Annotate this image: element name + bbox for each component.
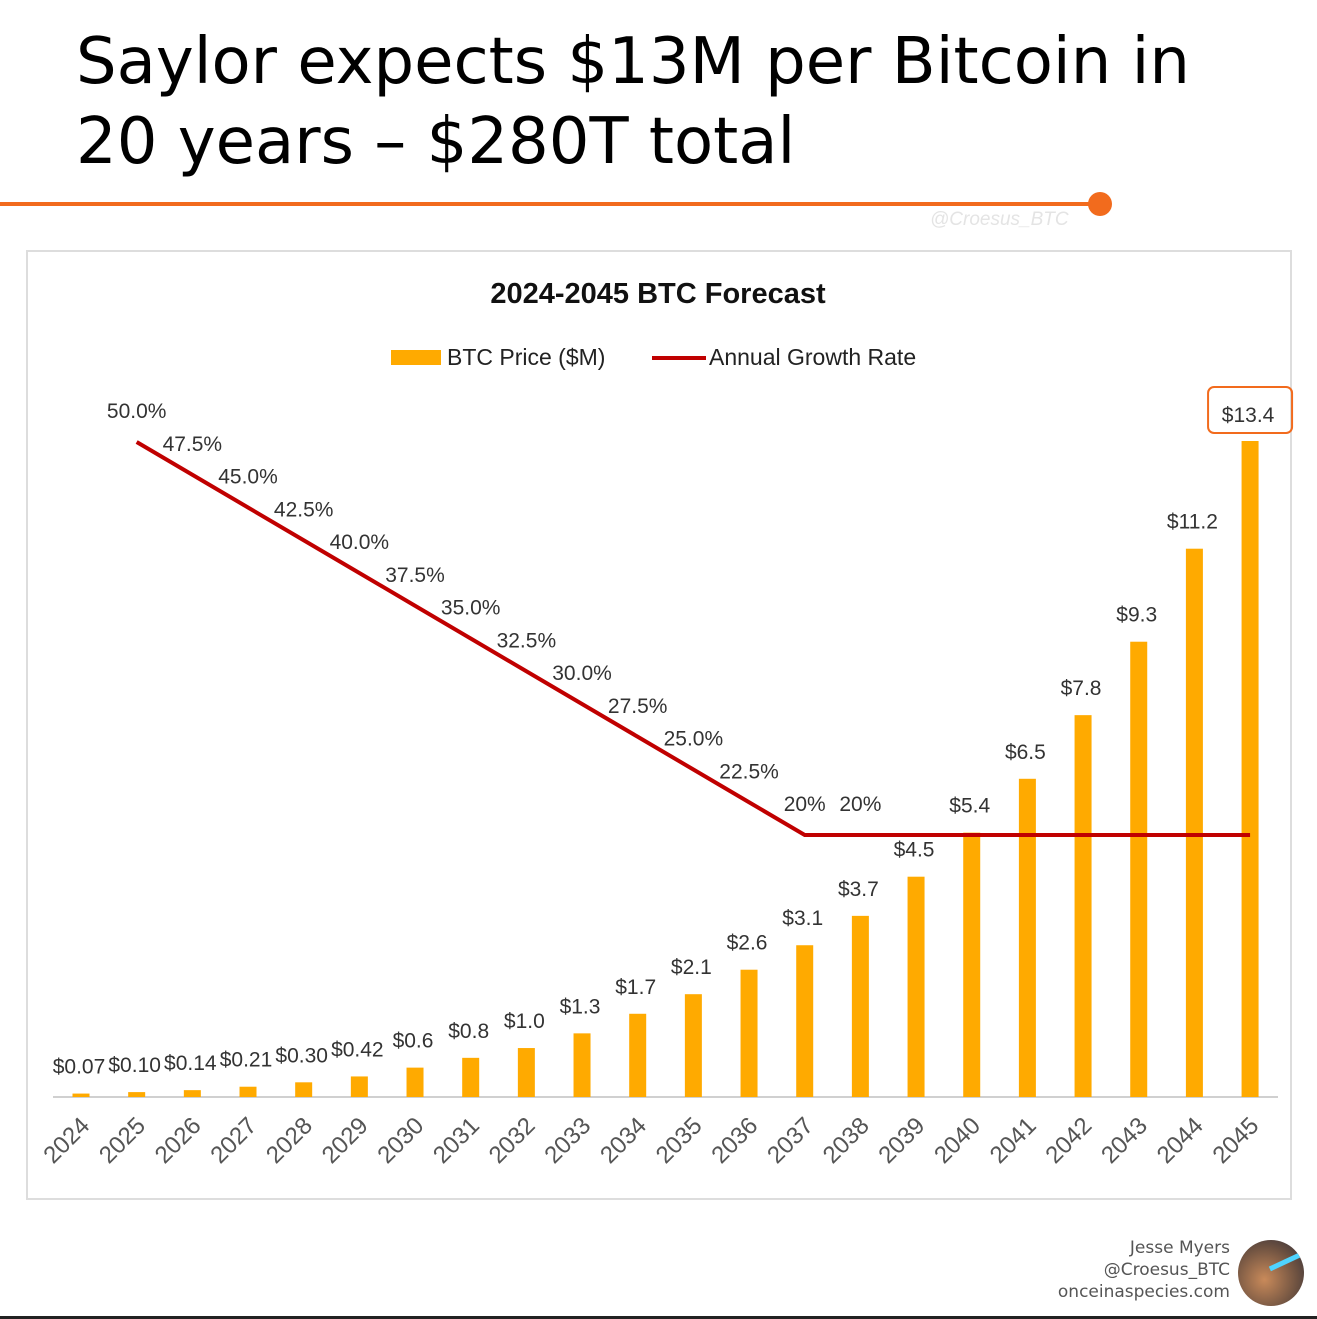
bar-2039 — [907, 876, 925, 1097]
x-tick-2033: 2033 — [539, 1112, 596, 1169]
bar-2045 — [1241, 441, 1259, 1097]
bar-2041 — [1018, 778, 1036, 1097]
x-tick-2043: 2043 — [1096, 1112, 1153, 1169]
legend-line-label: Annual Growth Rate — [709, 344, 916, 370]
bar-2038 — [851, 915, 869, 1097]
bar-2032 — [517, 1048, 535, 1097]
bar-2036 — [740, 969, 758, 1097]
bar-label-2029: $0.42 — [331, 1038, 384, 1061]
x-tick-2027: 2027 — [205, 1112, 262, 1169]
bar-label-2028: $0.30 — [275, 1044, 328, 1067]
bar-label-2035: $2.1 — [671, 956, 712, 979]
x-tick-2035: 2035 — [651, 1112, 708, 1169]
bar-2027 — [239, 1086, 257, 1097]
x-tick-2037: 2037 — [762, 1112, 819, 1169]
growth-label-2034: 27.5% — [608, 695, 668, 718]
growth-label-2030: 37.5% — [385, 564, 445, 587]
headline: Saylor expects $13M per Bitcoin in 20 ye… — [76, 25, 1190, 179]
bar-label-2032: $1.0 — [504, 1010, 545, 1033]
x-tick-2040: 2040 — [929, 1112, 986, 1169]
growth-label-2028: 42.5% — [274, 498, 334, 521]
bar-2037 — [796, 945, 814, 1097]
x-tick-2034: 2034 — [595, 1112, 652, 1169]
bar-2044 — [1185, 548, 1203, 1097]
accent-rule — [0, 202, 1100, 206]
bar-label-2044: $11.2 — [1167, 511, 1218, 534]
x-tick-2029: 2029 — [317, 1112, 374, 1169]
bar-label-2030: $0.6 — [393, 1030, 434, 1053]
x-tick-2044: 2044 — [1152, 1112, 1209, 1169]
bar-label-2043: $9.3 — [1116, 604, 1157, 627]
credit-site: onceinaspecies.com — [1057, 1282, 1230, 1302]
growth-rate-line — [135, 440, 1251, 837]
growth-label-2027: 45.0% — [218, 466, 278, 489]
growth-label-2035: 25.0% — [664, 728, 724, 751]
x-tick-2030: 2030 — [372, 1112, 429, 1169]
bar-label-2034: $1.7 — [615, 976, 656, 999]
chart-frame — [26, 250, 1292, 1200]
highlight-box — [1207, 386, 1294, 434]
growth-label-2029: 40.0% — [330, 531, 390, 554]
bar-2024 — [72, 1093, 90, 1097]
bar-label-2031: $0.8 — [448, 1020, 489, 1043]
bar-2025 — [128, 1092, 146, 1097]
bar-2040 — [963, 832, 981, 1097]
bar-2043 — [1130, 641, 1148, 1097]
legend-bar-swatch — [391, 350, 441, 365]
growth-label-2033: 30.0% — [552, 662, 612, 685]
bar-label-2039: $4.5 — [894, 839, 935, 862]
bar-label-2024: $0.07 — [53, 1056, 106, 1079]
legend-bar-label: BTC Price ($M) — [447, 344, 605, 370]
bar-2035 — [684, 994, 702, 1097]
x-tick-2025: 2025 — [94, 1112, 151, 1169]
x-tick-2024: 2024 — [38, 1112, 95, 1169]
bar-2029 — [350, 1076, 368, 1097]
bar-2030 — [406, 1067, 424, 1097]
bar-label-2042: $7.8 — [1061, 677, 1102, 700]
x-tick-2036: 2036 — [706, 1112, 763, 1169]
x-tick-2031: 2031 — [428, 1112, 485, 1169]
bar-label-2027: $0.21 — [220, 1049, 273, 1072]
bar-label-2040: $5.4 — [949, 795, 990, 818]
growth-label-2031: 35.0% — [441, 597, 501, 620]
bar-label-2025: $0.10 — [108, 1054, 161, 1077]
watermark: @Croesus_BTC — [930, 209, 1069, 230]
bar-label-2036: $2.6 — [727, 932, 768, 955]
growth-label-2026: 47.5% — [163, 433, 223, 456]
growth-label-2036: 22.5% — [719, 760, 779, 783]
chart-title: 2024-2045 BTC Forecast — [490, 278, 826, 310]
growth-label-2038: 20% — [839, 793, 881, 816]
bar-2034 — [629, 1013, 647, 1097]
growth-label-2025: 50.0% — [107, 400, 167, 423]
x-tick-2042: 2042 — [1040, 1112, 1097, 1169]
bar-label-2037: $3.1 — [782, 907, 823, 930]
bar-label-2041: $6.5 — [1005, 741, 1046, 764]
bar-2031 — [462, 1057, 480, 1097]
bar-label-2026: $0.14 — [164, 1052, 217, 1075]
x-tick-2039: 2039 — [873, 1112, 930, 1169]
bar-2042 — [1074, 715, 1092, 1097]
x-tick-2041: 2041 — [985, 1112, 1042, 1169]
growth-label-2037: 20% — [784, 793, 826, 816]
author-avatar — [1238, 1240, 1304, 1306]
credit-handle: @Croesus_BTC — [1103, 1260, 1230, 1280]
bar-2028 — [295, 1082, 313, 1097]
bar-2026 — [183, 1090, 201, 1097]
credits: Jesse Myers @Croesus_BTC onceinaspecies.… — [1058, 1237, 1230, 1303]
credit-name: Jesse Myers — [1129, 1238, 1230, 1258]
bar-label-2038: $3.7 — [838, 878, 879, 901]
x-tick-2028: 2028 — [261, 1112, 318, 1169]
x-tick-2038: 2038 — [818, 1112, 875, 1169]
x-tick-2045: 2045 — [1207, 1112, 1264, 1169]
bar-label-2033: $1.3 — [560, 995, 601, 1018]
bottom-border — [0, 1316, 1317, 1319]
growth-label-2032: 32.5% — [497, 629, 557, 652]
x-tick-2032: 2032 — [484, 1112, 541, 1169]
accent-dot — [1088, 192, 1112, 216]
bar-2033 — [573, 1033, 591, 1097]
bar-label-2045: $13.4 — [1222, 404, 1275, 427]
x-tick-2026: 2026 — [150, 1112, 207, 1169]
